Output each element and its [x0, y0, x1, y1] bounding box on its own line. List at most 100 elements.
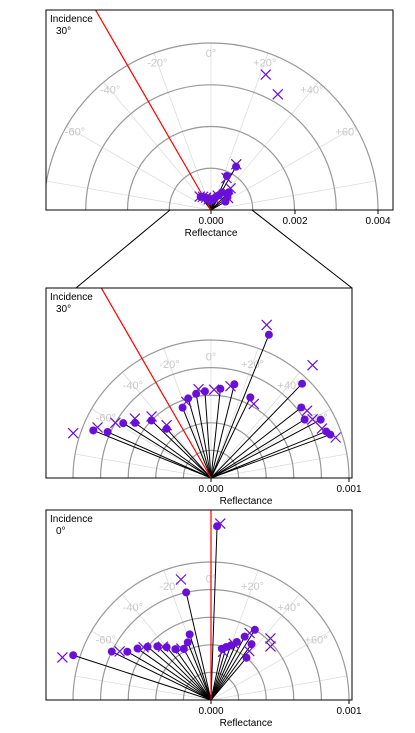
- reflection-ray: [210, 646, 227, 700]
- grid-spoke: [210, 348, 259, 478]
- reflection-ray: [189, 634, 212, 700]
- reflection-ray: [122, 422, 212, 478]
- data-point-circle: [182, 588, 191, 597]
- data-point-circle: [216, 384, 225, 393]
- data-point-circle: [240, 632, 249, 641]
- grid-spoke: [75, 675, 212, 700]
- grid-arc: [100, 367, 322, 478]
- reflection-ray: [127, 651, 212, 700]
- data-point-circle: [246, 393, 255, 402]
- data-point-circle: [143, 642, 152, 651]
- reflection-ray: [210, 636, 246, 700]
- plot-area: 0°-20° +20°-40° +40°-60° +60°: [46, 10, 393, 210]
- plot-area: 0°-20° +20°-40° +40°-60° +60°: [46, 510, 352, 700]
- incident-ray: [94, 10, 212, 210]
- data-point-circle: [213, 522, 222, 531]
- angle-label: -60°: [65, 127, 85, 139]
- reflection-ray: [195, 393, 212, 478]
- data-point-circle: [103, 427, 112, 436]
- reflection-ray: [156, 645, 212, 700]
- reflection-ray: [210, 384, 235, 478]
- data-point-circle: [250, 625, 259, 634]
- grid-spoke: [210, 372, 301, 478]
- polar-chart-3: 0° -20° +20° -40° +40° -60° +60° Incidence 0° 0.0…: [45, 509, 362, 729]
- data-point-circle: [232, 162, 241, 171]
- data-point-circle: [222, 171, 231, 180]
- data-point-cross: [265, 633, 276, 644]
- incidence-annotation: Incidence 30°: [50, 14, 93, 37]
- x-axis-label: Reflectance: [220, 496, 273, 507]
- data-point-circle: [123, 647, 132, 656]
- data-point-circle: [183, 638, 192, 647]
- data-point-circle: [119, 419, 128, 428]
- angle-label: -20°: [159, 581, 179, 593]
- zoom-connector-left: [75, 209, 171, 289]
- data-point-circle: [185, 630, 194, 639]
- data-point-cross: [67, 427, 79, 439]
- grid-arc: [85, 84, 337, 210]
- data-point-circle: [131, 418, 140, 427]
- reflection-ray: [187, 398, 212, 478]
- incident-ray: [100, 288, 212, 478]
- reflection-ray: [185, 592, 212, 700]
- data-point-circle: [298, 379, 307, 388]
- reflection-ray: [147, 646, 212, 700]
- reflection-ray: [174, 648, 212, 700]
- data-point-circle: [297, 403, 306, 412]
- reflection-ray: [210, 648, 223, 700]
- angle-label: +60°: [305, 634, 328, 646]
- data-point-cross: [114, 645, 126, 657]
- reflection-ray: [166, 428, 212, 478]
- plot-frame: [45, 509, 353, 701]
- reflection-ray: [111, 651, 212, 700]
- data-point-cross: [307, 359, 318, 371]
- angle-label: 0°: [206, 48, 217, 60]
- angle-label: -20°: [159, 359, 179, 371]
- data-point-circle: [200, 387, 209, 396]
- data-point-circle: [316, 415, 325, 424]
- angle-label: +40°: [278, 380, 301, 392]
- reflection-ray: [204, 391, 212, 478]
- reflection-ray: [210, 334, 270, 478]
- data-point-cross: [307, 413, 319, 425]
- plot-area: 0°-20° +20°-40° +40°-60° +60°: [46, 288, 352, 478]
- grid-spoke: [210, 630, 331, 700]
- angle-label: +40°: [278, 602, 301, 614]
- angle-label: -40°: [100, 85, 120, 97]
- angle-label: +40°: [300, 85, 323, 97]
- polar-chart-1: 0° -20° +20° -40° +40° -60° +60° Incidence 30° 0.…: [45, 9, 394, 239]
- angle-label: +20°: [241, 359, 264, 371]
- reflection-ray: [183, 648, 212, 700]
- data-point-circle: [89, 426, 98, 435]
- angle-label: +60°: [335, 127, 358, 139]
- grid-spoke: [210, 675, 347, 700]
- angle-label: 0°: [206, 352, 217, 364]
- grid-arc: [155, 422, 267, 478]
- angle-label: -60°: [96, 634, 116, 646]
- reflection-ray: [210, 431, 327, 478]
- x-axis-label: Reflectance: [220, 718, 273, 729]
- reflection-ray: [137, 648, 212, 700]
- grid-arc: [126, 125, 296, 210]
- reflection-ray: [134, 422, 212, 478]
- angle-label: -40°: [123, 602, 143, 614]
- grid-spoke: [210, 453, 347, 478]
- reflection-ray: [210, 526, 218, 700]
- data-point-circle: [162, 643, 171, 652]
- data-point-cross: [265, 641, 276, 652]
- data-point-circle: [162, 424, 171, 433]
- angle-label: -60°: [96, 412, 116, 424]
- data-point-circle: [192, 389, 201, 398]
- data-point-circle: [242, 653, 251, 662]
- reflection-ray: [210, 383, 303, 478]
- annotation-line: 0°: [56, 526, 66, 537]
- angle-label: +20°: [253, 57, 276, 69]
- data-point-circle: [179, 644, 188, 653]
- reflection-ray: [182, 407, 212, 478]
- data-point-cross: [260, 69, 272, 80]
- data-point-circle: [69, 651, 78, 660]
- x-tick-label: 0.000: [198, 216, 223, 227]
- reflection-ray: [210, 657, 247, 700]
- reflection-ray: [210, 388, 221, 478]
